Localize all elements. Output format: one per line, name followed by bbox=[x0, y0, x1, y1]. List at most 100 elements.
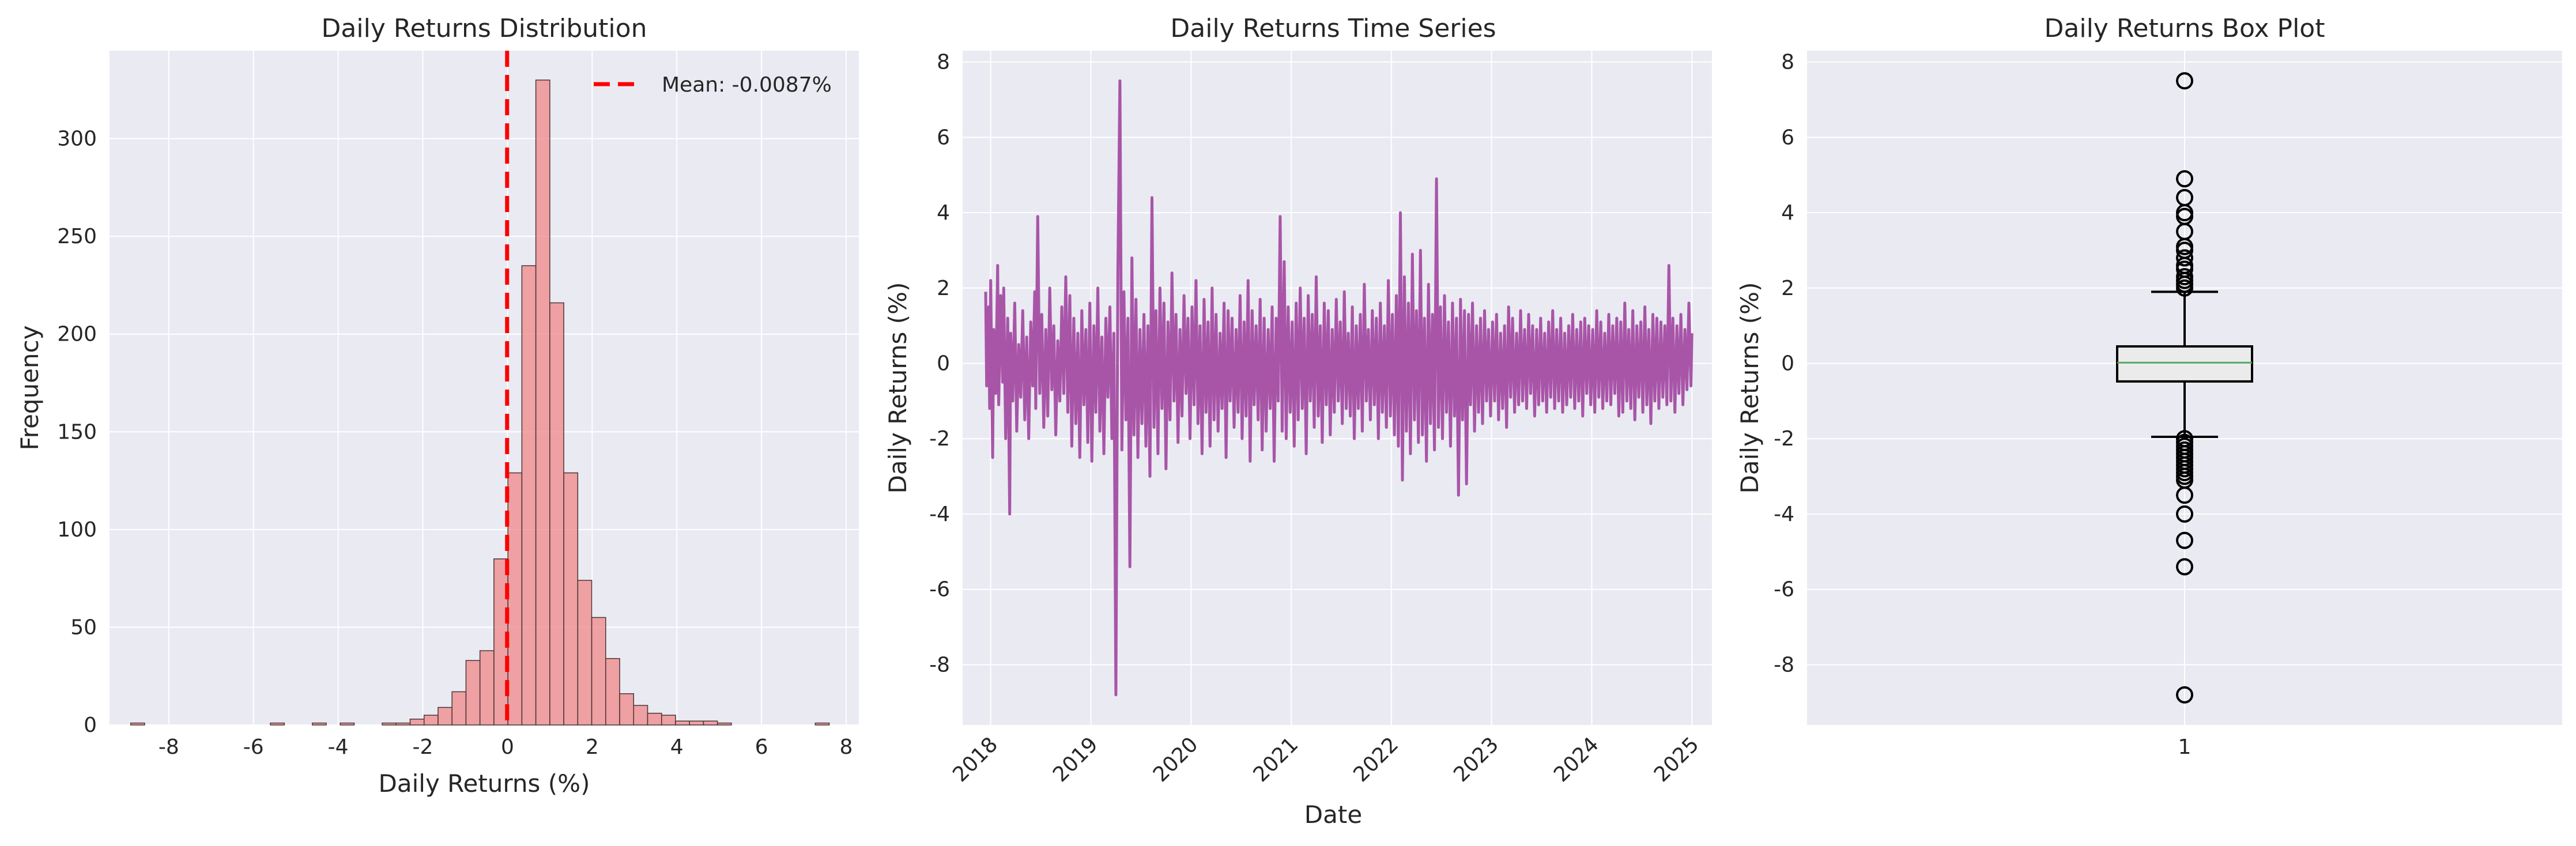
histogram-bar bbox=[605, 658, 620, 726]
outlier-point bbox=[2176, 505, 2193, 523]
x-tick-label: 6 bbox=[755, 735, 768, 759]
histogram-plot-area bbox=[110, 51, 859, 725]
y-tick-label: -2 bbox=[1774, 427, 1794, 451]
boxplot-y-ticks: -8 -6 -4 -2 0 2 4 6 8 bbox=[1774, 51, 1794, 677]
timeseries-y-ticks: -8 -6 -4 -2 0 2 4 6 8 bbox=[929, 51, 950, 677]
y-tick-label: 8 bbox=[937, 51, 950, 74]
histogram-bar bbox=[814, 722, 830, 726]
histogram-bar bbox=[451, 691, 467, 726]
histogram-bar bbox=[270, 722, 285, 726]
x-tick-label: 2020 bbox=[1149, 732, 1203, 787]
histogram-bar bbox=[577, 580, 593, 726]
histogram-bar bbox=[340, 722, 355, 726]
boxplot-title: Daily Returns Box Plot bbox=[2045, 14, 2325, 43]
timeseries-title: Daily Returns Time Series bbox=[1170, 14, 1496, 43]
histogram-bar bbox=[647, 712, 662, 726]
box-iqr bbox=[2116, 345, 2253, 383]
outlier-point bbox=[2176, 279, 2193, 297]
x-tick-label: -8 bbox=[159, 735, 179, 759]
y-tick-label: -2 bbox=[929, 427, 950, 451]
histogram-bar bbox=[535, 80, 550, 726]
histogram-bar bbox=[716, 722, 732, 726]
y-tick-label: 6 bbox=[937, 126, 950, 149]
y-tick-label: -4 bbox=[929, 503, 950, 526]
y-tick-label: 2 bbox=[1781, 277, 1794, 300]
y-tick-label: 200 bbox=[57, 323, 97, 346]
y-tick-label: -8 bbox=[929, 653, 950, 677]
outlier-point bbox=[2176, 558, 2193, 576]
outlier-point bbox=[2176, 531, 2193, 549]
outlier-point bbox=[2176, 486, 2193, 504]
outlier-point bbox=[2176, 72, 2193, 90]
boxplot-panel: 1 -8 -6 -4 -2 0 2 4 6 8 Daily Returns Box Plot D… bbox=[1736, 14, 2562, 759]
histogram-bar bbox=[549, 302, 564, 726]
y-tick-label: 4 bbox=[1781, 201, 1794, 225]
histogram-y-label: Frequency bbox=[16, 326, 44, 451]
y-tick-label: -8 bbox=[1774, 653, 1794, 677]
histogram-y-ticks: 0 50 100 150 200 250 300 bbox=[57, 127, 97, 737]
y-tick-label: 4 bbox=[937, 201, 950, 225]
y-tick-label: 100 bbox=[57, 518, 97, 542]
histogram-bar bbox=[382, 722, 397, 726]
x-tick-label: 2021 bbox=[1249, 732, 1303, 787]
y-tick-label: -6 bbox=[1774, 578, 1794, 602]
timeseries-y-label: Daily Returns (%) bbox=[884, 282, 912, 494]
x-tick-label: 2022 bbox=[1349, 732, 1403, 787]
x-tick-label: 2 bbox=[586, 735, 599, 759]
returns-line bbox=[984, 79, 1694, 697]
timeseries-x-label: Date bbox=[1304, 800, 1362, 829]
x-tick-label: 2023 bbox=[1449, 732, 1503, 787]
x-tick-label: 0 bbox=[501, 735, 514, 759]
y-tick-label: 300 bbox=[57, 127, 97, 151]
boxplot-x-ticks: 1 bbox=[2178, 735, 2192, 759]
histogram-legend: Mean: -0.0087% bbox=[594, 73, 832, 97]
y-tick-label: 6 bbox=[1781, 126, 1794, 149]
histogram-bar bbox=[563, 472, 579, 726]
histogram-bar bbox=[703, 720, 718, 726]
histogram-bar bbox=[633, 705, 648, 726]
histogram-title: Daily Returns Distribution bbox=[322, 14, 647, 43]
y-tick-label: 0 bbox=[84, 713, 97, 737]
timeseries-x-ticks: 2018 2019 2020 2021 2022 2023 2024 2025 bbox=[948, 732, 1703, 787]
boxplot-gridlines bbox=[1807, 51, 2562, 725]
histogram-bar bbox=[409, 719, 425, 726]
histogram-bar bbox=[437, 707, 452, 726]
y-tick-label: 250 bbox=[57, 225, 97, 248]
x-tick-label: -2 bbox=[413, 735, 433, 759]
x-tick-label: 2024 bbox=[1549, 732, 1604, 787]
histogram-x-label: Daily Returns (%) bbox=[379, 769, 590, 798]
y-tick-label: 0 bbox=[937, 352, 950, 376]
outlier-point bbox=[2176, 249, 2193, 267]
y-tick-label: 50 bbox=[70, 615, 97, 639]
histogram-x-ticks: -8 -6 -4 -2 0 2 4 6 8 bbox=[159, 735, 853, 759]
timeseries-gridlines bbox=[963, 51, 1712, 725]
x-tick-label: 2018 bbox=[948, 732, 1002, 787]
histogram-bar bbox=[689, 720, 704, 726]
x-tick-label: -6 bbox=[243, 735, 264, 759]
histogram-bar bbox=[423, 715, 439, 726]
histogram-gridlines bbox=[110, 51, 859, 726]
histogram-bar bbox=[395, 722, 411, 726]
boxplot-y-label: Daily Returns (%) bbox=[1736, 282, 1764, 494]
histogram-bar bbox=[619, 693, 635, 726]
x-tick-label: 4 bbox=[670, 735, 684, 759]
histogram-panel: -8 -6 -4 -2 0 2 4 6 8 0 50 100 150 200 250 300 Daily R… bbox=[16, 14, 859, 798]
x-tick-label: -4 bbox=[328, 735, 349, 759]
x-tick-label: 2019 bbox=[1048, 732, 1103, 787]
histogram-bar bbox=[312, 722, 327, 726]
y-tick-label: 2 bbox=[937, 277, 950, 300]
x-tick-label: 8 bbox=[840, 735, 853, 759]
histogram-bar bbox=[661, 715, 676, 726]
y-tick-label: -6 bbox=[929, 578, 950, 602]
y-tick-label: -4 bbox=[1774, 503, 1794, 526]
x-tick-label: 1 bbox=[2178, 735, 2192, 759]
outlier-point bbox=[2176, 686, 2193, 704]
histogram-bar bbox=[675, 720, 690, 726]
legend-mean-label: Mean: -0.0087% bbox=[662, 73, 832, 97]
histogram-bar bbox=[507, 472, 523, 726]
y-tick-label: 8 bbox=[1781, 51, 1794, 74]
y-tick-label: 0 bbox=[1781, 352, 1794, 376]
histogram-bar bbox=[521, 265, 537, 726]
histogram-bar bbox=[465, 660, 481, 726]
